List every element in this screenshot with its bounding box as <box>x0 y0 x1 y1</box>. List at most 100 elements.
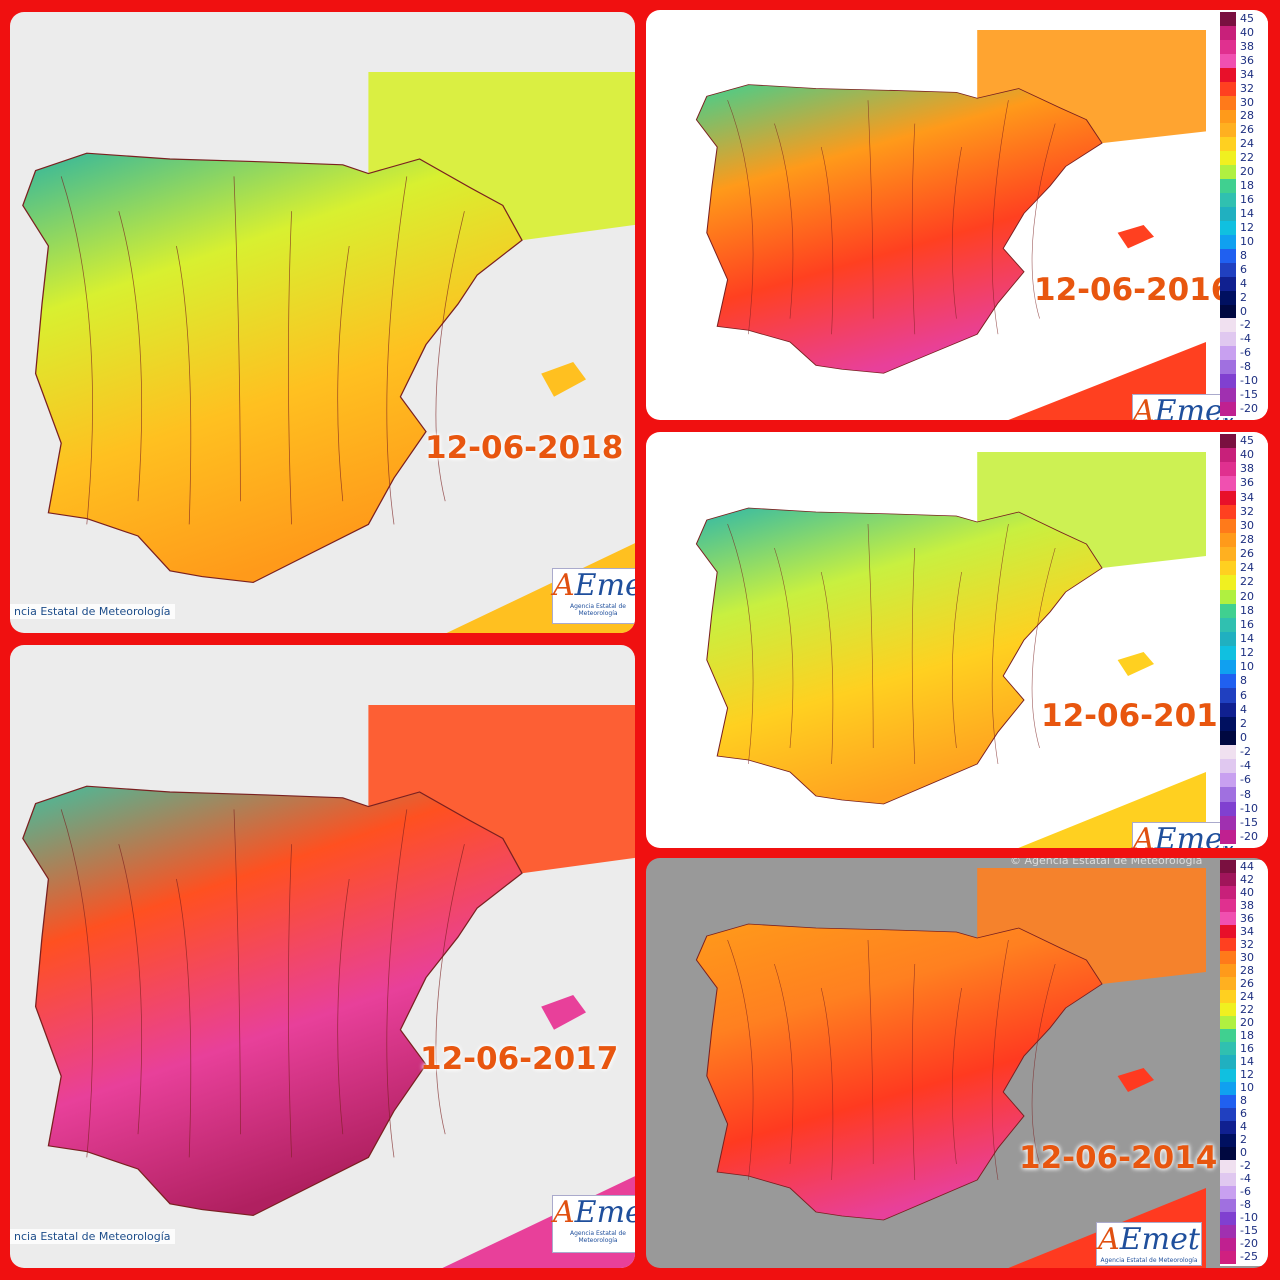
legend-swatch <box>1220 589 1236 604</box>
legend-swatch <box>1220 53 1236 68</box>
province-border <box>233 176 241 502</box>
legend-swatch <box>1220 220 1236 235</box>
legend-label: 12 <box>1240 220 1254 234</box>
legend-label: -15 <box>1240 815 1258 829</box>
legend-label: 18 <box>1240 1028 1254 1042</box>
province-border <box>951 571 962 749</box>
province-border <box>911 547 916 765</box>
date-label: 12-06-2018 <box>425 430 624 466</box>
logo-text: AEmet <box>553 568 635 603</box>
legend-label: 10 <box>1240 660 1254 674</box>
legend-label: 38 <box>1240 898 1254 912</box>
legend-label: 24 <box>1240 989 1254 1003</box>
legend-label: 6 <box>1240 1107 1247 1121</box>
legend-label: 0 <box>1240 304 1247 318</box>
legend-label: -10 <box>1240 374 1258 388</box>
province-border <box>727 100 754 335</box>
map-panel: 12-06-2014 © Agencia Estatal de Meteorolo… <box>646 858 1268 1268</box>
france <box>977 452 1206 568</box>
legend-swatch <box>1220 787 1236 802</box>
legend-label: 10 <box>1240 1081 1254 1095</box>
logo-text: AEmet <box>1133 394 1235 421</box>
legend-label: 40 <box>1240 885 1254 899</box>
legend-swatch <box>1220 990 1236 1004</box>
legend-swatch <box>1220 925 1236 939</box>
legend-label: 32 <box>1240 81 1254 95</box>
legend-label: -15 <box>1240 388 1258 402</box>
province-border <box>774 123 794 319</box>
province-border <box>867 523 874 749</box>
legend-label: 2 <box>1240 290 1247 304</box>
province-border <box>288 211 292 525</box>
legend-swatch <box>1220 109 1236 124</box>
legend-swatch <box>1220 276 1236 291</box>
legend-label: 2 <box>1240 716 1247 730</box>
date-label: 12-06-2015 <box>1041 698 1240 734</box>
legend-swatch <box>1220 1211 1236 1225</box>
map-panel: 12-06-2017 ncia Estatal de Meteorología AE… <box>10 645 635 1268</box>
legend-swatch <box>1220 1068 1236 1082</box>
province-border <box>233 809 241 1135</box>
iberia <box>22 152 523 583</box>
iberia <box>695 923 1103 1221</box>
province-border <box>727 939 754 1181</box>
legend-label: 20 <box>1240 165 1254 179</box>
legend-label: -4 <box>1240 332 1251 346</box>
legend-swatch <box>1220 476 1236 491</box>
legend-label: 22 <box>1240 575 1254 589</box>
copyright: © Agencia Estatal de Meteorología <box>1010 858 1203 867</box>
legend-label: 34 <box>1240 924 1254 938</box>
legend-swatch <box>1220 462 1236 477</box>
legend-label: 2 <box>1240 1133 1247 1147</box>
legend-label: 32 <box>1240 937 1254 951</box>
legend-label: 30 <box>1240 950 1254 964</box>
legend-label: 30 <box>1240 518 1254 532</box>
balearic <box>1117 225 1154 249</box>
legend-swatch <box>1220 1172 1236 1186</box>
legend-label: 40 <box>1240 25 1254 39</box>
legend-swatch <box>1220 25 1236 40</box>
legend-label: 20 <box>1240 589 1254 603</box>
legend-swatch <box>1220 388 1236 403</box>
legend-label: -6 <box>1240 346 1251 360</box>
province-border <box>867 939 874 1165</box>
province-border <box>951 146 962 319</box>
legend-label: 45 <box>1240 11 1254 25</box>
legend-swatch <box>1220 1224 1236 1238</box>
legend-swatch <box>1220 561 1236 576</box>
temperature-map <box>695 30 1206 420</box>
map-panel: 12-06-2016 AEmet 45 40 38 36 34 32 30 28 26 24 22 20 1… <box>646 10 1268 420</box>
legend-swatch <box>1220 674 1236 689</box>
legend-label: 28 <box>1240 533 1254 547</box>
legend-label: -6 <box>1240 1185 1251 1199</box>
legend-label: 6 <box>1240 262 1247 276</box>
map-shapes <box>695 30 1206 420</box>
date-label: 12-06-2017 <box>420 1041 619 1077</box>
balearic <box>1117 1068 1154 1092</box>
legend-swatch <box>1220 234 1236 249</box>
legend-swatch <box>1220 1237 1236 1251</box>
legend-label: 14 <box>1240 632 1254 645</box>
province-border <box>1031 547 1056 749</box>
map-shapes <box>22 705 635 1268</box>
legend-label: 36 <box>1240 53 1254 67</box>
province-border <box>386 809 408 1158</box>
legend-swatch <box>1220 1055 1236 1069</box>
legend-label: 6 <box>1240 688 1247 702</box>
legend-label: -20 <box>1240 1237 1258 1251</box>
legend-label: 14 <box>1240 1055 1254 1068</box>
legend-label: 10 <box>1240 234 1254 248</box>
province-border <box>337 245 350 502</box>
legend-swatch <box>1220 402 1236 416</box>
legend-label: 12 <box>1240 1068 1254 1082</box>
legend-swatch <box>1220 490 1236 505</box>
logo-subtitle: Agencia Estatal de Meteorología <box>569 1230 626 1244</box>
legend-label: -10 <box>1240 801 1258 815</box>
legend-swatch <box>1220 745 1236 760</box>
legend-label: 16 <box>1240 193 1254 207</box>
legend-label: 4 <box>1240 1120 1247 1134</box>
legend-swatch <box>1220 730 1236 746</box>
legend-label: -4 <box>1240 1172 1251 1186</box>
